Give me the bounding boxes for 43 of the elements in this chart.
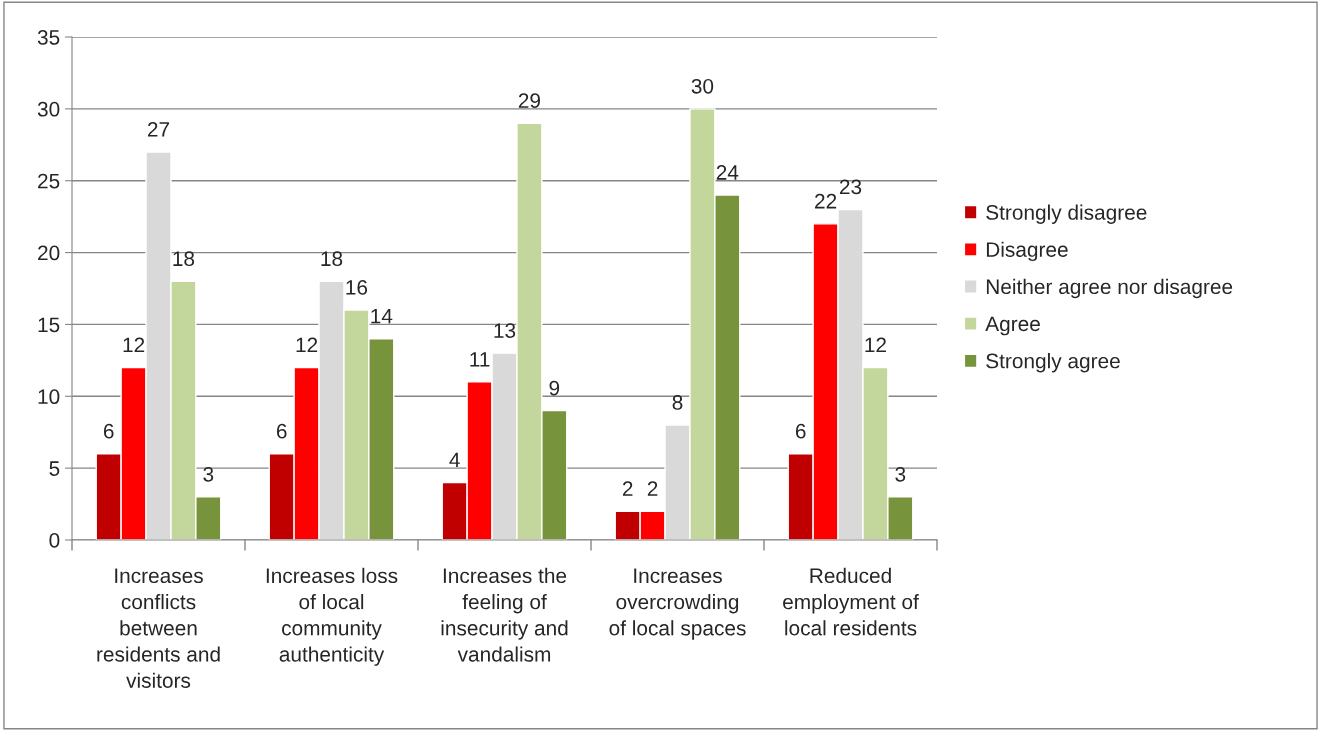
data-label: 30	[691, 78, 714, 94]
data-label: 3	[895, 466, 906, 482]
data-label: 2	[647, 481, 658, 496]
y-tick-label: 0	[49, 533, 60, 548]
y-tick-label: 35	[37, 30, 60, 45]
legend-label: Neither agree nor disagree	[986, 278, 1233, 299]
y-tick-label: 20	[38, 245, 60, 261]
data-label: 14	[371, 309, 393, 324]
data-label: 16	[346, 280, 368, 295]
x-tick-label: Increases conflicts between residents and visitors	[97, 568, 220, 688]
data-label: 9	[549, 380, 560, 396]
legend-label: Disagree	[986, 241, 1068, 262]
data-label: 18	[321, 251, 343, 267]
data-label: 6	[276, 423, 287, 439]
x-tick-label: Increases loss of local community authenticity	[266, 567, 398, 666]
legend-label: Agree	[985, 316, 1040, 336]
legend-label: Strongly agree	[986, 353, 1120, 373]
y-tick-label: 15	[38, 317, 60, 333]
data-label: 29	[518, 93, 541, 108]
legend-label: Strongly disagree	[986, 204, 1147, 224]
y-tick-label: 5	[49, 461, 60, 476]
x-tick-label: Increases overcrowding of local spaces	[609, 568, 746, 640]
y-tick-label: 30	[37, 101, 60, 117]
data-label: 27	[147, 121, 170, 137]
data-label: 8	[672, 395, 683, 410]
data-label: 23	[839, 179, 862, 195]
data-label: 18	[173, 251, 195, 267]
data-label: 4	[449, 452, 460, 468]
y-tick-label: 25	[38, 173, 60, 189]
x-tick-label: Reduced employment of local residents	[783, 567, 919, 636]
data-label: 6	[103, 423, 114, 439]
data-label: 6	[795, 423, 806, 439]
x-tick-label: Increases the feeling of insecurity and vandalism	[441, 567, 568, 662]
y-tick-label: 10	[38, 389, 60, 405]
data-label: 22	[815, 193, 837, 209]
data-label: 11	[470, 352, 490, 367]
data-label: 12	[296, 337, 318, 353]
data-label: 3	[203, 466, 214, 482]
data-label: 2	[622, 481, 633, 496]
data-label: 12	[123, 337, 145, 353]
data-label: 13	[494, 323, 516, 338]
data-label: 24	[716, 165, 739, 180]
data-label: 12	[865, 337, 886, 353]
